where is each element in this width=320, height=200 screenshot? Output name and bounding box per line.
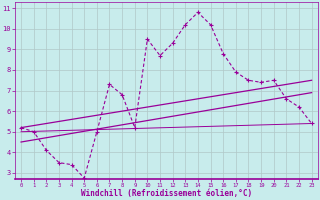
X-axis label: Windchill (Refroidissement éolien,°C): Windchill (Refroidissement éolien,°C) (81, 189, 252, 198)
